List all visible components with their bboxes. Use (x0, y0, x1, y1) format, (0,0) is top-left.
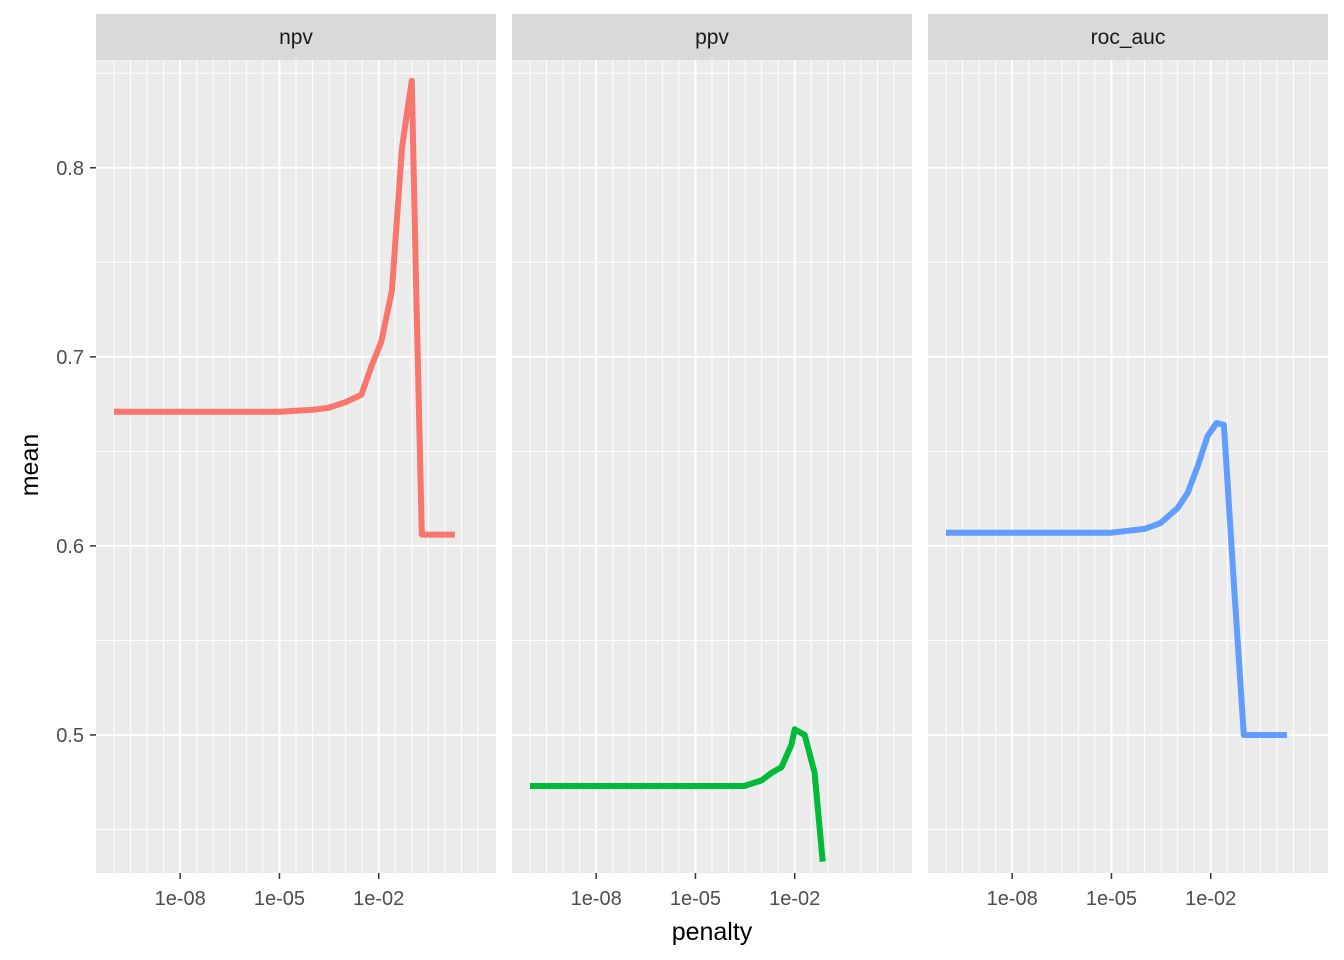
series-line-ppv (530, 726, 826, 862)
y-tick-label: 0.7 (56, 347, 84, 369)
facet-panel-npv: npv 1e-08 1e-05 1e-02 (96, 14, 496, 910)
series-line-npv (114, 77, 455, 538)
y-tick-label: 0.6 (56, 536, 84, 558)
y-tick-label: 0.5 (56, 725, 84, 747)
x-axis-title: penalty (672, 918, 753, 946)
x-tick-label: 1e-02 (353, 888, 404, 910)
facet-strip-label: ppv (695, 26, 729, 49)
facet-panel-roc_auc: roc_auc 1e-08 1e-05 1e-02 (928, 14, 1328, 910)
x-tick-label: 1e-08 (571, 888, 622, 910)
x-tick-label: 1e-02 (1185, 888, 1236, 910)
facet-strip (928, 14, 1328, 60)
facet-panel-ppv: ppv 1e-08 1e-05 1e-02 (512, 14, 912, 910)
x-tick-label: 1e-05 (670, 888, 721, 910)
x-tick-label: 1e-05 (1086, 888, 1137, 910)
y-axis-title: mean (16, 434, 44, 497)
x-tick-label: 1e-02 (769, 888, 820, 910)
series-line-roc_auc (946, 420, 1287, 738)
y-axis: 0.5 0.6 0.7 0.8 (56, 158, 96, 747)
facet-strip-label: npv (279, 26, 313, 49)
facet-strip (96, 14, 496, 60)
facet-strip-label: roc_auc (1091, 26, 1166, 49)
x-tick-label: 1e-08 (155, 888, 206, 910)
facet-strip (512, 14, 912, 60)
x-tick-label: 1e-08 (987, 888, 1038, 910)
x-tick-label: 1e-05 (254, 888, 305, 910)
y-tick-label: 0.8 (56, 158, 84, 180)
